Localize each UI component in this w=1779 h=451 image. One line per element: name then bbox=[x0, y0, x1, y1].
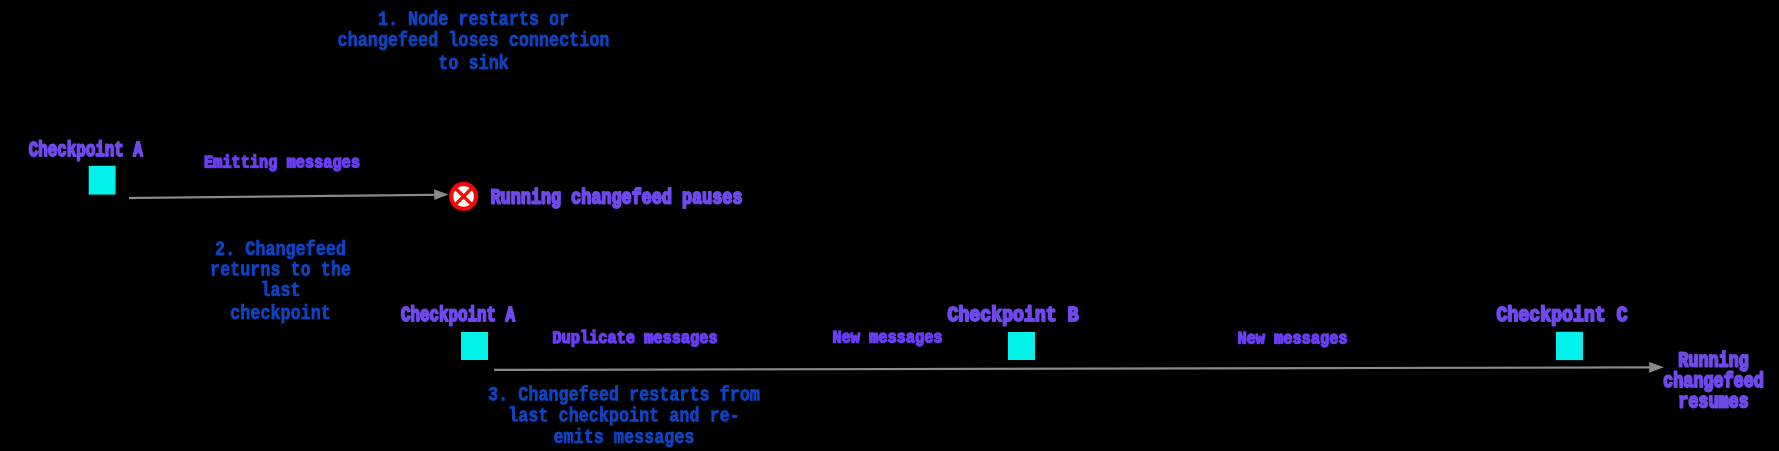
svg-text:last checkpoint and re-: last checkpoint and re- bbox=[508, 404, 740, 428]
svg-text:Running changefeed pauses: Running changefeed pauses bbox=[491, 186, 743, 210]
svg-text:Checkpoint A: Checkpoint A bbox=[29, 138, 144, 162]
svg-text:Running: Running bbox=[1678, 349, 1749, 373]
svg-text:New messages: New messages bbox=[832, 328, 942, 348]
svg-text:2. Changefeed: 2. Changefeed bbox=[215, 238, 346, 262]
svg-text:Checkpoint B: Checkpoint B bbox=[948, 303, 1079, 327]
svg-text:changefeed loses connection: changefeed loses connection bbox=[338, 29, 610, 53]
svg-text:New messages: New messages bbox=[1237, 329, 1347, 349]
svg-text:checkpoint: checkpoint bbox=[230, 302, 331, 326]
svg-text:1. Node restarts or: 1. Node restarts or bbox=[378, 8, 569, 32]
svg-text:Checkpoint C: Checkpoint C bbox=[1497, 303, 1628, 327]
svg-text:emits messages: emits messages bbox=[554, 426, 695, 450]
svg-text:to sink: to sink bbox=[438, 52, 509, 76]
svg-text:Checkpoint A: Checkpoint A bbox=[401, 303, 516, 327]
svg-text:Duplicate messages: Duplicate messages bbox=[552, 328, 717, 348]
svg-text:returns to the: returns to the bbox=[210, 258, 351, 282]
svg-text:Emitting messages: Emitting messages bbox=[204, 153, 360, 173]
svg-text:last: last bbox=[260, 278, 300, 302]
svg-text:resumes: resumes bbox=[1678, 390, 1749, 414]
svg-text:3. Changefeed restarts from: 3. Changefeed restarts from bbox=[488, 383, 760, 407]
svg-text:changefeed: changefeed bbox=[1663, 369, 1764, 393]
